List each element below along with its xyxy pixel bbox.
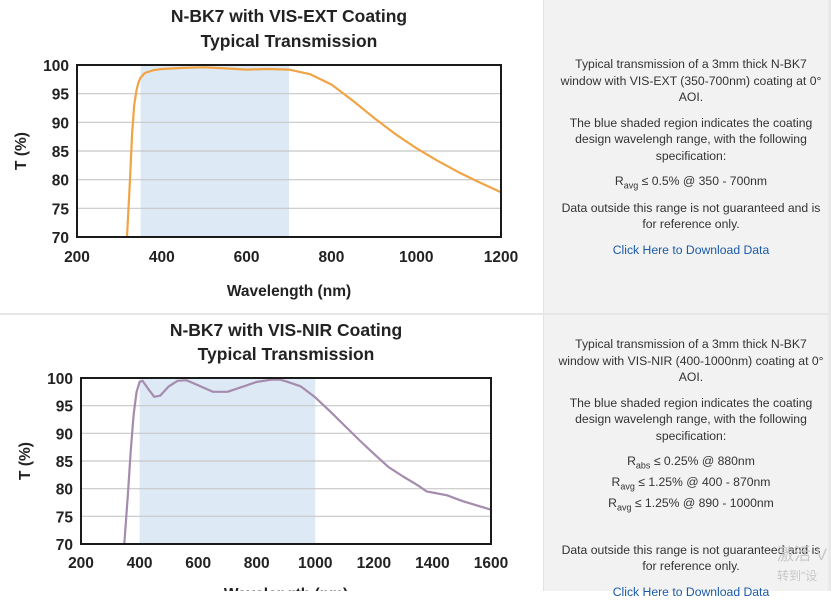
activation-watermark: 激活 V — [777, 545, 828, 564]
y-tick-label: 80 — [56, 482, 73, 499]
spec-symbol: R — [611, 474, 621, 489]
spec-line: Ravg ≤ 0.5% @ 350 - 700nm — [558, 173, 824, 194]
spec-line: Ravg ≤ 1.25% @ 890 - 1000nm — [558, 495, 824, 516]
chart-title: N-BK7 with VIS-NIR Coating — [170, 320, 402, 340]
description-text: Typical transmission of a 3mm thick N-BK… — [560, 57, 822, 104]
x-tick-label: 1000 — [399, 249, 433, 266]
shaded-region-note: The blue shaded region indicates the coa… — [569, 115, 813, 163]
disclaimer-text: Data outside this range is not guarantee… — [561, 542, 821, 574]
spec-list: Rabs ≤ 0.25% @ 880nm Ravg ≤ 1.25% @ 400 -… — [558, 453, 824, 516]
spec-subscript: avg — [616, 502, 632, 513]
y-tick-label: 100 — [43, 58, 69, 75]
y-tick-label: 70 — [56, 537, 73, 554]
activation-watermark-subtext: 转到"设 — [777, 569, 818, 583]
plot-frame — [76, 64, 502, 238]
spec-line: Ravg ≤ 1.25% @ 400 - 870nm — [558, 474, 824, 495]
download-data-link[interactable]: Click Here to Download Data — [612, 584, 770, 599]
spec-list: Ravg ≤ 0.5% @ 350 - 700nm — [558, 173, 824, 194]
download-data-link[interactable]: Click Here to Download Data — [612, 242, 770, 257]
spec-subscript: avg — [620, 481, 635, 492]
chart-title: N-BK7 with VIS-EXT Coating — [171, 6, 407, 26]
x-tick-label: 1400 — [415, 555, 449, 572]
chart-cell: N-BK7 with VIS-NIR Coating Typical Transm… — [0, 315, 542, 603]
y-tick-label: 90 — [52, 115, 69, 132]
transmission-chart-vis-nir: N-BK7 with VIS-NIR Coating Typical Transm… — [17, 320, 508, 603]
x-tick-label: 1600 — [474, 555, 508, 572]
y-axis-label: T (%) — [17, 442, 34, 480]
product-row-vis-ext: N-BK7 with VIS-EXT Coating Typical Transm… — [0, 0, 831, 314]
y-tick-label: 95 — [52, 87, 70, 104]
info-cell: Typical transmission of a 3mm thick N-BK… — [543, 315, 831, 599]
x-tick-label: 1000 — [298, 555, 332, 572]
x-axis-label: Wavelength (nm) — [224, 586, 348, 591]
x-tick-label: 200 — [64, 249, 90, 266]
x-axis-label: Wavelength (nm) — [227, 283, 351, 300]
spec-text: ≤ 1.25% @ 400 - 870nm — [634, 474, 771, 489]
spec-text: ≤ 0.25% @ 880nm — [650, 454, 755, 468]
row-divider — [0, 313, 831, 315]
y-tick-label: 95 — [56, 399, 74, 416]
x-tick-label: 800 — [318, 249, 344, 266]
x-tick-label: 400 — [149, 249, 175, 266]
chart-cell: N-BK7 with VIS-EXT Coating Typical Transm… — [0, 0, 542, 314]
description-text: Typical transmission of a 3mm thick N-BK… — [558, 337, 824, 384]
transmission-line — [123, 378, 492, 545]
spec-subscript: avg — [623, 180, 639, 191]
y-tick-label: 85 — [52, 144, 70, 161]
x-tick-label: 1200 — [484, 249, 518, 266]
chart-subtitle: Typical Transmission — [201, 31, 378, 51]
y-axis-label: T (%) — [13, 132, 30, 170]
y-tick-label: 75 — [56, 509, 74, 526]
y-tick-label: 100 — [47, 371, 73, 388]
scrollbar-track[interactable] — [828, 0, 831, 591]
spec-subscript: abs — [635, 460, 651, 471]
info-cell: Typical transmission of a 3mm thick N-BK… — [543, 0, 831, 314]
plot-frame — [80, 377, 492, 545]
spec-symbol: R — [627, 454, 636, 468]
spec-text: ≤ 1.25% @ 890 - 1000nm — [631, 495, 774, 510]
spec-text: ≤ 0.5% @ 350 - 700nm — [638, 174, 768, 188]
transmission-chart-vis-ext: N-BK7 with VIS-EXT Coating Typical Transm… — [13, 6, 518, 300]
x-tick-label: 200 — [68, 555, 94, 572]
spec-line: Rabs ≤ 0.25% @ 880nm — [558, 453, 824, 474]
x-tick-label: 400 — [127, 555, 153, 572]
y-tick-label: 70 — [52, 230, 69, 247]
y-tick-label: 85 — [56, 454, 74, 471]
transmission-line — [125, 66, 502, 238]
chart-subtitle: Typical Transmission — [198, 344, 375, 364]
y-tick-label: 75 — [52, 201, 70, 218]
spec-symbol: R — [608, 495, 617, 510]
info-panel: Typical transmission of a 3mm thick N-BK… — [558, 56, 824, 267]
y-tick-label: 90 — [56, 426, 73, 443]
spec-symbol: R — [614, 174, 624, 188]
disclaimer-text: Data outside this range is not guarantee… — [561, 200, 821, 232]
x-tick-label: 1200 — [357, 555, 391, 572]
y-tick-label: 80 — [52, 173, 69, 190]
x-tick-label: 600 — [234, 249, 260, 266]
x-tick-label: 800 — [244, 555, 270, 572]
x-tick-label: 600 — [185, 555, 211, 572]
shaded-region-note: The blue shaded region indicates the coa… — [569, 395, 813, 443]
product-row-vis-nir: N-BK7 with VIS-NIR Coating Typical Transm… — [0, 315, 831, 603]
